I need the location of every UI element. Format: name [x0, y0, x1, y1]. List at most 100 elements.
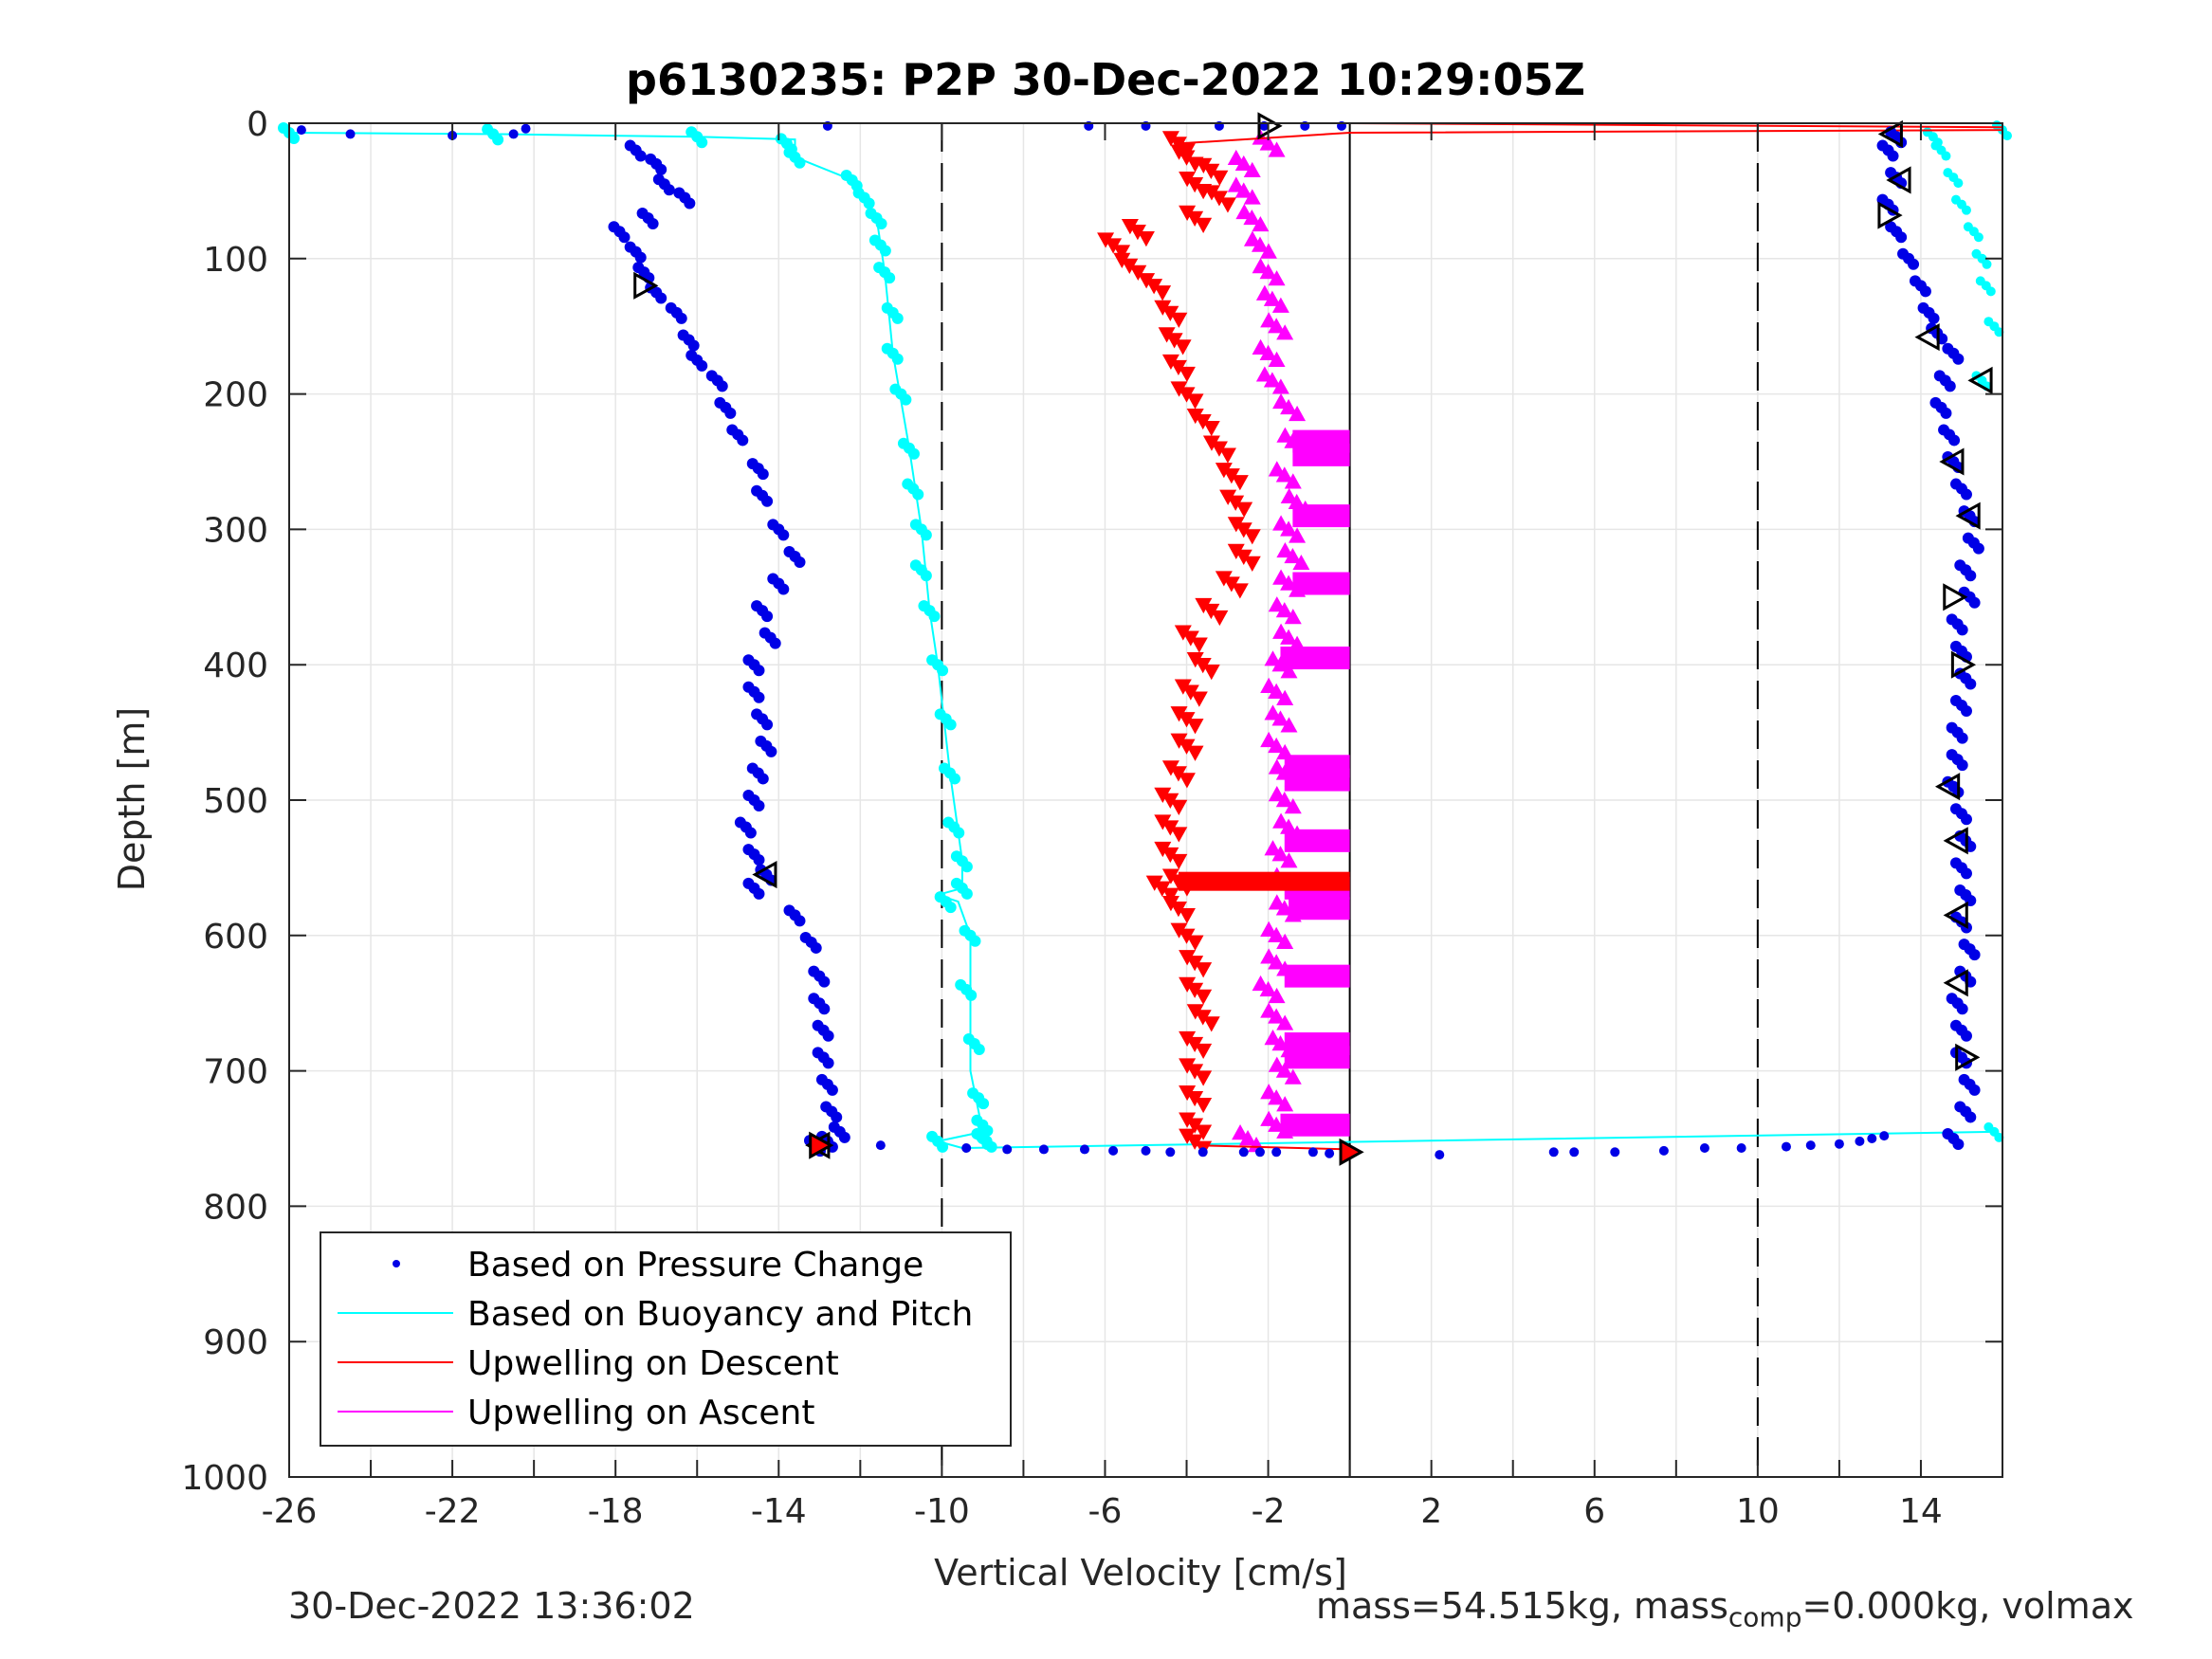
buoyancy-point [775, 133, 787, 145]
ascent-upwelling-point [1263, 290, 1281, 306]
pressure-point [1885, 221, 1897, 233]
pressure-point [742, 844, 755, 856]
descent-upwelling-point [1218, 447, 1236, 464]
descent-upwelling-point [1170, 144, 1188, 160]
descent-upwelling-point [1231, 583, 1249, 599]
descent-upwelling-point [1211, 170, 1229, 186]
descent-upwelling-point [1195, 1097, 1213, 1114]
descent-upwelling-point [1154, 787, 1172, 803]
ascent-upwelling-point [1292, 554, 1310, 571]
ascent-upwelling-point [1268, 1008, 1286, 1024]
pressure-point [1960, 867, 1972, 880]
descent-upwelling-point [1202, 665, 1220, 681]
descent-upwelling-point [1178, 712, 1196, 728]
ascent-upwelling-point [1268, 596, 1286, 612]
descent-upwelling-point [1195, 989, 1213, 1005]
ascent-upwelling-point [1280, 398, 1298, 415]
descent-upwelling-point [1202, 435, 1220, 451]
pressure-point [1960, 488, 1972, 501]
descent-upwelling-point [1153, 881, 1171, 897]
descent-upwelling-point [1186, 956, 1204, 972]
buoyancy-point [962, 1033, 975, 1046]
descent-upwelling-point [1179, 205, 1197, 221]
pressure-point [1968, 596, 1981, 609]
descent-upwelling-point [1170, 733, 1188, 749]
ascent-upwelling-point [1289, 405, 1307, 422]
ascent-upwelling-point [1275, 792, 1293, 808]
buoyancy-point [960, 861, 973, 873]
pressure-point [686, 349, 698, 361]
ascent-upwelling-point [1259, 980, 1277, 997]
pressure-point [647, 217, 659, 229]
pressure-point [767, 519, 779, 531]
ascent-upwelling-band [1292, 572, 1350, 595]
ascent-upwelling-point [1272, 812, 1290, 829]
buoyancy-point [1941, 151, 1951, 161]
legend-box [320, 1231, 1012, 1447]
pressure-point [1908, 258, 1920, 270]
pressure-point [618, 231, 631, 244]
descent-upwelling-point [1113, 245, 1131, 261]
pressure-point [799, 931, 812, 943]
ascent-upwelling-point [1252, 338, 1270, 355]
pressure-point [838, 1131, 850, 1143]
pressure-point [753, 665, 765, 677]
descent-upwelling-point [1178, 908, 1196, 924]
descent-upwelling-point [1190, 637, 1208, 653]
marker-triangle [752, 860, 777, 889]
pressure-point [1954, 559, 1966, 572]
ascent-upwelling-point [1284, 1068, 1302, 1085]
descent-upwelling-point [1186, 1118, 1204, 1134]
descent-upwelling-point [1158, 327, 1176, 343]
descent-upwelling-point [1186, 652, 1204, 668]
pressure-point [1942, 342, 1954, 355]
descent-upwelling-point [1179, 1085, 1197, 1102]
descent-upwelling-point [1161, 354, 1179, 371]
pressure-point [1855, 1136, 1865, 1146]
pressure-point [1108, 1145, 1119, 1156]
pressure-point [687, 339, 700, 352]
pressure-point [1960, 1030, 1972, 1042]
marker-triangle [1939, 447, 1965, 476]
pressure-point [726, 424, 739, 436]
pressure-point [724, 407, 737, 419]
buoyancy-point [955, 978, 967, 991]
pressure-point [794, 915, 806, 927]
descent-upwelling-point [1186, 393, 1204, 410]
descent-upwelling-point [1178, 738, 1196, 755]
marker-triangle [1943, 901, 1968, 929]
pressure-point [1885, 167, 1897, 179]
turnaround-marker [809, 1131, 834, 1159]
marker-triangle [1943, 583, 1968, 611]
pressure-point [345, 129, 356, 139]
pressure-point [716, 380, 728, 392]
buoyancy-point [907, 447, 920, 460]
y-tick-label: 100 [203, 241, 268, 280]
ascent-upwelling-point [1284, 798, 1302, 814]
ascent-upwelling-point [1280, 852, 1298, 868]
pressure-point [767, 573, 779, 585]
descent-upwelling-point [1179, 1030, 1197, 1048]
descent-upwelling-point [1243, 556, 1261, 572]
descent-upwelling-point [1170, 853, 1188, 870]
y-axis-label: Depth [m] [111, 707, 153, 892]
ascent-upwelling-point [1260, 948, 1278, 964]
legend-entry: Based on Buoyancy and Pitch [467, 1295, 973, 1334]
descent-upwelling-point [1170, 827, 1188, 843]
pressure-point [634, 150, 647, 162]
ascent-upwelling-point [1235, 203, 1253, 220]
ascent-upwelling-point [1268, 141, 1286, 157]
pressure-point [1307, 1147, 1318, 1158]
y-tick-label: 500 [203, 782, 268, 821]
buoyancy-point [1963, 222, 1973, 232]
buoyancy-point [1961, 205, 1971, 215]
descent-upwelling-point [1202, 1016, 1220, 1032]
ascent-upwelling-point [1268, 1089, 1286, 1105]
pressure-point [1917, 301, 1929, 314]
mass-label-prefix: mass=54.515kg, mass [1316, 1585, 1728, 1627]
buoyancy-point [938, 762, 950, 775]
descent-upwelling-point [1170, 312, 1188, 328]
pressure-point [1876, 193, 1889, 206]
ascent-upwelling-point [1280, 629, 1298, 645]
descent-upwelling-point [1218, 197, 1236, 213]
